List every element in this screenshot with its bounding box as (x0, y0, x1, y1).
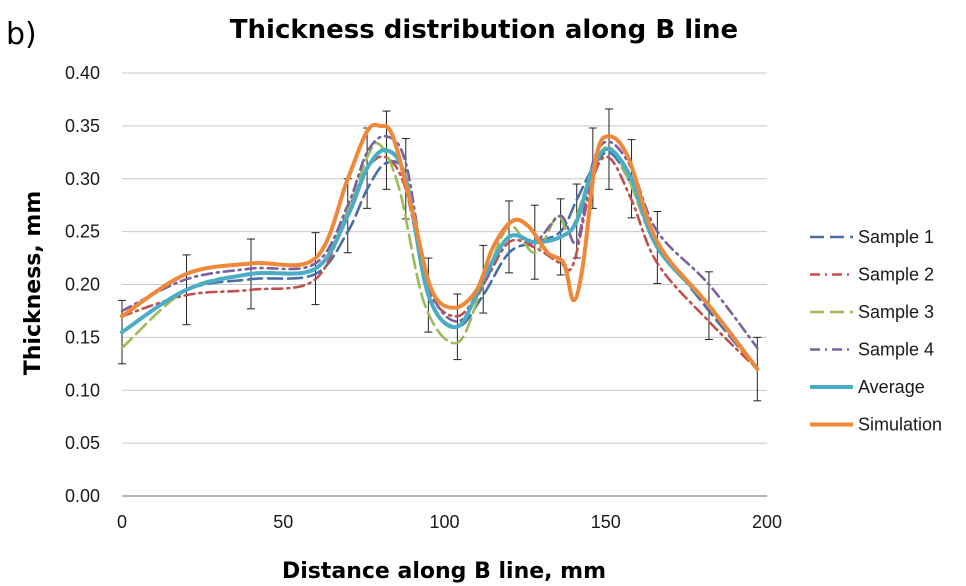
series-line-sample-4 (120, 134, 759, 350)
legend-label: Sample 2 (858, 265, 934, 285)
series-line-sample-1 (120, 150, 759, 371)
x-tick-label: 200 (752, 512, 782, 532)
legend: Sample 1 Sample 2 Sample 3 Sample 4 Average S… (810, 227, 942, 435)
y-tick-label: 0.40 (65, 63, 100, 83)
panel-label: b) (6, 17, 37, 52)
series-lines (120, 122, 760, 372)
legend-label: Sample 3 (858, 302, 934, 322)
x-axis-title: Distance along B line, mm (282, 559, 606, 584)
chart-title: Thickness distribution along B line (230, 15, 738, 45)
legend-label: Average (858, 377, 925, 397)
legend-label: Sample 4 (858, 340, 934, 360)
x-tick-label: 50 (273, 512, 293, 532)
legend-label: Sample 1 (858, 227, 934, 247)
y-tick-label: 0.10 (65, 380, 100, 400)
y-tick-label: 0.15 (65, 327, 100, 347)
y-axis-ticks: 0.00 0.05 0.10 0.15 0.20 0.25 0.30 0.35 0.40 (65, 63, 100, 506)
y-tick-label: 0.20 (65, 275, 100, 295)
legend-label: Simulation (858, 415, 942, 435)
y-tick-label: 0.00 (65, 486, 100, 506)
gridlines (122, 72, 767, 444)
x-tick-label: 0 (117, 512, 127, 532)
series-line-simulation (120, 122, 760, 372)
x-tick-label: 150 (591, 512, 621, 532)
y-axis-title: Thickness, mm (21, 191, 46, 376)
y-tick-label: 0.05 (65, 433, 100, 453)
series-line-average (120, 146, 760, 372)
x-axis-ticks: 0 50 100 150 200 (117, 512, 782, 532)
y-tick-label: 0.30 (65, 169, 100, 189)
y-tick-label: 0.35 (65, 116, 100, 136)
x-tick-label: 100 (429, 512, 459, 532)
y-tick-label: 0.25 (65, 222, 100, 242)
